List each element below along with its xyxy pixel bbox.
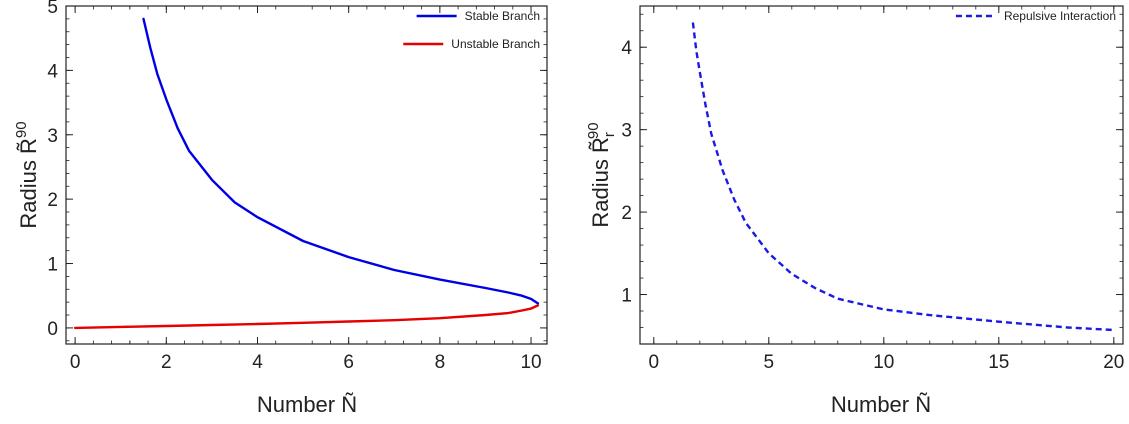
y-tick-label: 1 (621, 286, 632, 307)
y-tick-label: 0 (47, 319, 58, 340)
chart-panel-1: 0 2 4 6 8 10 0 1 2 3 4 5 Number Ñ Radius R̃90 Stable B… (13, 0, 548, 417)
y-axis-label-main: Radius R̃ (588, 137, 613, 227)
y-tick-label: 2 (47, 190, 58, 211)
legend-entry-label: Unstable Branch (451, 37, 540, 51)
x-axis-label: Number Ñ (257, 392, 357, 417)
x-tick-label: 0 (649, 352, 660, 373)
x-tick-label: 10 (873, 352, 894, 373)
plot-frame (639, 5, 1124, 345)
y-axis-label: Radius R̃r90 (585, 122, 618, 227)
plot-frame (65, 5, 548, 345)
x-axis-label: Number Ñ (831, 392, 931, 417)
series-line-repulsive-interaction (691, 22, 1114, 332)
legend-entry-label: Stable Branch (465, 9, 540, 23)
y-axis-label: Radius R̃90 (13, 121, 41, 228)
x-tick-label: 10 (520, 352, 541, 373)
x-tick-label: 0 (70, 352, 81, 373)
y-axis-label-sup: 90 (585, 122, 602, 139)
chart-panel-2: 0 5 10 15 20 1 2 3 4 Number Ñ Radius R̃r90 Repulsiv… (585, 5, 1124, 417)
series-line-unstable-branch (73, 304, 540, 330)
x-tick-label: 2 (161, 352, 172, 373)
y-tick-label: 4 (47, 61, 58, 82)
y-tick-label: 1 (47, 255, 58, 276)
x-tick-label: 5 (764, 352, 775, 373)
y-tick-label: 4 (621, 38, 632, 59)
y-tick-label: 2 (621, 203, 632, 224)
x-tick-label: 8 (435, 352, 446, 373)
x-tick-label: 6 (343, 352, 354, 373)
x-tick-label: 20 (1103, 352, 1124, 373)
y-tick-label: 5 (47, 0, 58, 18)
x-tick-label: 4 (252, 352, 263, 373)
y-tick-label: 3 (621, 121, 632, 142)
y-axis-label-sup: 90 (13, 121, 30, 138)
series-line-stable-branch (142, 17, 540, 305)
y-axis-label-main: Radius R̃ (16, 138, 41, 228)
y-tick-label: 3 (47, 126, 58, 147)
y-axis-label-sub: r (601, 132, 618, 137)
x-tick-label: 15 (988, 352, 1009, 373)
legend-entry-label: Repulsive Interaction (1004, 9, 1116, 23)
